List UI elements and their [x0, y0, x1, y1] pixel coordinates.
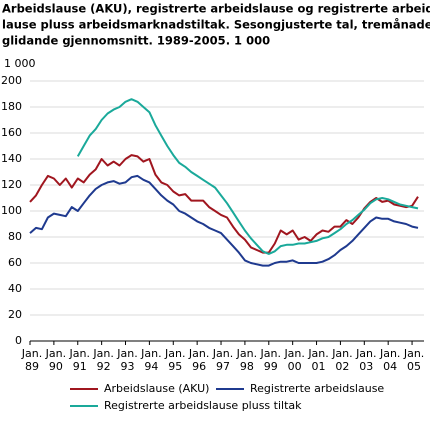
- legend-label: Registrerte arbeidslause: [250, 382, 384, 395]
- x-tick-label-line: Jan.: [164, 347, 185, 360]
- y-tick-label: 100: [1, 204, 22, 217]
- x-tick-label-line: Jan.: [403, 347, 424, 360]
- y-tick-label: 120: [1, 178, 22, 191]
- x-tick-label: Jan. 89: [21, 347, 42, 373]
- chart-title: glidande gjennomsnitt. 1989-2005. 1 000: [2, 34, 270, 48]
- y-tick-label: 140: [1, 152, 22, 165]
- x-tick-label-line: 90: [49, 360, 63, 373]
- legend-label: Arbeidslause (AKU): [104, 382, 209, 395]
- x-tick-label: Jan. 96: [188, 347, 209, 373]
- x-tick-label-line: Jan.: [283, 347, 304, 360]
- x-tick-label-line: 04: [383, 360, 397, 373]
- x-tick-label-line: Jan.: [379, 347, 400, 360]
- series-line: [29, 174, 419, 267]
- y-tick-label: 0: [15, 334, 22, 347]
- y-tick-label: 40: [8, 282, 22, 295]
- x-tick-label-line: 02: [335, 360, 349, 373]
- x-tick-label-line: 98: [240, 360, 254, 373]
- x-tick-label-line: 91: [73, 360, 87, 373]
- x-tick-label-line: 94: [144, 360, 158, 373]
- x-tick-label-line: 03: [359, 360, 373, 373]
- x-tick-label: Jan. 95: [164, 347, 185, 373]
- x-tick-label: Jan. 93: [116, 347, 137, 373]
- chart-title: lause pluss arbeidsmarknadstiltak. Seson…: [2, 18, 430, 32]
- series-line: [76, 98, 419, 255]
- y-tick-label: 60: [8, 256, 22, 269]
- x-tick-label-line: Jan.: [355, 347, 376, 360]
- y-tick-label: 80: [8, 230, 22, 243]
- y-tick-label: 180: [1, 100, 22, 113]
- x-tick-label-line: 96: [192, 360, 206, 373]
- x-tick-label-line: 89: [25, 360, 39, 373]
- x-tick-label-line: Jan.: [69, 347, 90, 360]
- x-tick-label-line: 01: [312, 360, 326, 373]
- x-tick-label-line: Jan.: [236, 347, 257, 360]
- x-tick-label-line: 97: [216, 360, 230, 373]
- x-tick-label: Jan. 00: [283, 347, 304, 373]
- x-tick-label-line: Jan.: [140, 347, 161, 360]
- x-tick-label-line: 93: [121, 360, 135, 373]
- x-tick-label: Jan. 94: [140, 347, 161, 373]
- x-tick-label: Jan. 04: [379, 347, 400, 373]
- x-tick-label-line: Jan.: [188, 347, 209, 360]
- x-tick-label-line: Jan.: [92, 347, 113, 360]
- y-tick-label: 20: [8, 308, 22, 321]
- x-tick-label-line: Jan.: [260, 347, 281, 360]
- y-tick-label: 160: [1, 126, 22, 139]
- x-tick-label: Jan. 92: [92, 347, 113, 373]
- x-tick-label: Jan. 02: [331, 347, 352, 373]
- x-tick-label-line: Jan.: [21, 347, 42, 360]
- x-tick-label: Jan. 90: [45, 347, 66, 373]
- x-tick-label-line: Jan.: [307, 347, 328, 360]
- x-tick-label-line: Jan.: [212, 347, 233, 360]
- x-tick-label-line: Jan.: [331, 347, 352, 360]
- x-tick-label-line: Jan.: [45, 347, 66, 360]
- y-unit: 1 000: [4, 57, 36, 70]
- x-tick-label: Jan. 91: [69, 347, 90, 373]
- series-line: [29, 154, 419, 254]
- x-tick-label: Jan. 99: [260, 347, 281, 373]
- x-tick-label: Jan. 98: [236, 347, 257, 373]
- x-tick-label: Jan. 03: [355, 347, 376, 373]
- y-tick-label: 200: [1, 74, 22, 87]
- x-tick-label-line: 05: [407, 360, 421, 373]
- x-tick-label: Jan. 97: [212, 347, 233, 373]
- x-tick-label-line: 99: [264, 360, 278, 373]
- x-tick-label: Jan. 05: [403, 347, 424, 373]
- x-tick-label-line: Jan.: [116, 347, 137, 360]
- chart-title: Arbeidslause (AKU), registrerte arbeidsl…: [2, 2, 430, 16]
- x-tick-label: Jan. 01: [307, 347, 328, 373]
- x-tick-label-line: 00: [288, 360, 302, 373]
- legend-label: Registrerte arbeidslause pluss tiltak: [104, 399, 302, 412]
- x-tick-label-line: 95: [168, 360, 182, 373]
- x-tick-label-line: 92: [97, 360, 111, 373]
